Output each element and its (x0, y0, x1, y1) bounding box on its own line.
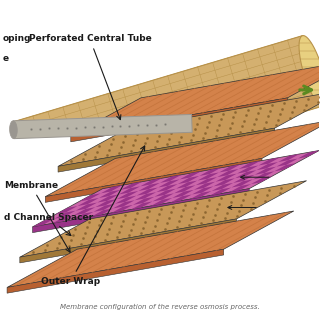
Polygon shape (158, 180, 180, 188)
Polygon shape (180, 171, 201, 180)
Polygon shape (194, 182, 215, 190)
Polygon shape (74, 207, 95, 215)
Text: d Channel Spacer: d Channel Spacer (4, 213, 93, 236)
Polygon shape (72, 212, 93, 220)
Polygon shape (95, 199, 117, 207)
Polygon shape (237, 165, 258, 174)
Polygon shape (45, 120, 320, 197)
Text: oping: oping (2, 35, 31, 44)
Polygon shape (233, 175, 255, 183)
Polygon shape (171, 195, 192, 203)
Polygon shape (298, 150, 319, 158)
Polygon shape (153, 193, 174, 201)
Polygon shape (257, 162, 278, 170)
Polygon shape (174, 185, 196, 193)
Polygon shape (156, 184, 178, 192)
Polygon shape (213, 178, 235, 186)
Polygon shape (255, 167, 276, 175)
Polygon shape (219, 164, 241, 172)
Polygon shape (138, 183, 160, 191)
Text: Membrane: Membrane (4, 181, 70, 252)
Polygon shape (99, 190, 121, 198)
Polygon shape (278, 154, 300, 162)
Polygon shape (212, 183, 233, 191)
Polygon shape (276, 158, 298, 167)
Polygon shape (7, 249, 224, 293)
Polygon shape (3, 36, 320, 195)
Polygon shape (0, 125, 27, 195)
Polygon shape (20, 219, 236, 263)
Polygon shape (215, 174, 237, 182)
Polygon shape (251, 176, 273, 184)
Polygon shape (79, 193, 101, 201)
Polygon shape (229, 184, 251, 192)
Polygon shape (113, 200, 135, 208)
Polygon shape (93, 204, 115, 212)
Polygon shape (45, 158, 262, 202)
Polygon shape (119, 186, 140, 195)
Polygon shape (299, 36, 320, 106)
Polygon shape (258, 157, 280, 165)
Polygon shape (76, 203, 97, 211)
Text: e: e (2, 53, 8, 62)
Polygon shape (131, 201, 153, 210)
Polygon shape (101, 185, 122, 193)
Polygon shape (111, 205, 133, 213)
Polygon shape (217, 169, 239, 177)
Polygon shape (253, 171, 275, 180)
Polygon shape (155, 189, 176, 197)
Polygon shape (58, 128, 275, 172)
Polygon shape (275, 163, 296, 171)
Polygon shape (197, 172, 219, 180)
Polygon shape (235, 170, 257, 178)
Polygon shape (190, 191, 212, 199)
Polygon shape (135, 192, 156, 200)
Polygon shape (172, 190, 194, 198)
Polygon shape (7, 211, 294, 287)
Polygon shape (71, 98, 287, 142)
Polygon shape (97, 195, 119, 203)
Polygon shape (33, 189, 249, 233)
Polygon shape (117, 191, 138, 199)
Polygon shape (178, 176, 199, 184)
Polygon shape (196, 177, 217, 185)
Text: Outer Wrap: Outer Wrap (41, 146, 145, 285)
Polygon shape (210, 188, 231, 196)
Polygon shape (140, 178, 162, 186)
Polygon shape (71, 60, 320, 136)
Polygon shape (52, 215, 74, 223)
Polygon shape (33, 219, 54, 227)
Polygon shape (20, 181, 307, 257)
Text: Membrane configuration of the reverse osmosis process.: Membrane configuration of the reverse os… (60, 303, 260, 310)
Polygon shape (77, 198, 99, 206)
Polygon shape (33, 150, 319, 227)
Polygon shape (133, 197, 155, 205)
Polygon shape (58, 90, 320, 166)
Polygon shape (199, 168, 221, 176)
Polygon shape (160, 175, 181, 183)
Polygon shape (92, 208, 113, 217)
Polygon shape (54, 211, 76, 219)
Polygon shape (239, 161, 260, 169)
Polygon shape (151, 198, 172, 206)
Polygon shape (115, 196, 137, 204)
Polygon shape (231, 180, 253, 188)
Polygon shape (176, 180, 197, 189)
Polygon shape (192, 186, 213, 195)
Polygon shape (137, 188, 158, 196)
Polygon shape (13, 115, 192, 139)
Polygon shape (1, 122, 198, 319)
Polygon shape (56, 206, 77, 214)
Text: Perforated Central Tube: Perforated Central Tube (28, 35, 151, 120)
Polygon shape (121, 182, 142, 190)
Polygon shape (10, 121, 17, 139)
